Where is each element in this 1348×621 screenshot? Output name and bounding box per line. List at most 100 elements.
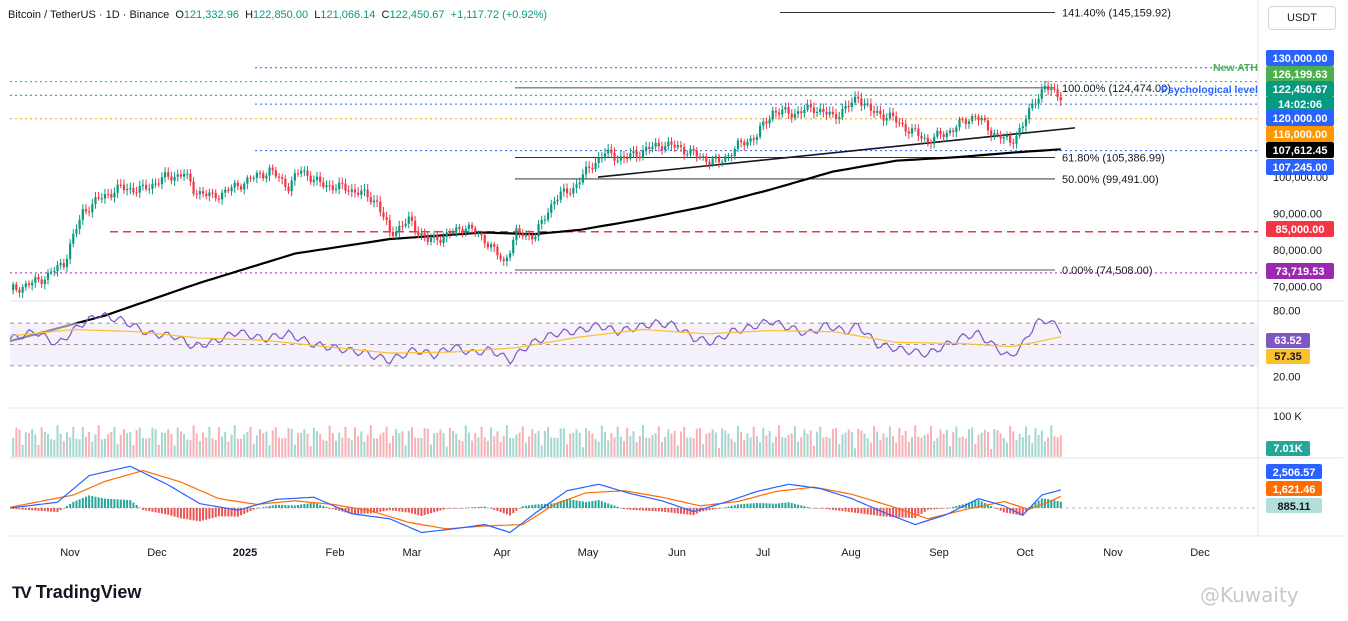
- tradingview-brand[interactable]: TV TradingView: [12, 582, 141, 603]
- candle-body: [689, 148, 692, 155]
- candle-body: [660, 146, 664, 151]
- volume-bar: [448, 427, 451, 457]
- candle-body: [236, 182, 239, 187]
- candle-body: [955, 127, 958, 132]
- candle-body: [154, 183, 157, 185]
- volume-bar: [37, 444, 40, 457]
- volume-bar: [505, 425, 508, 457]
- macd-histogram-bar: [176, 508, 179, 518]
- macd-histogram-bar: [822, 508, 825, 509]
- macd-histogram-bar: [759, 503, 762, 508]
- volume-bar: [398, 433, 401, 457]
- candle-body: [727, 155, 730, 157]
- volume-bar: [657, 426, 660, 457]
- macd-histogram-bar: [933, 508, 936, 510]
- candle-body: [148, 188, 151, 190]
- macd-histogram-bar: [604, 502, 607, 508]
- macd-histogram-bar: [936, 508, 939, 510]
- macd-histogram-bar: [645, 508, 648, 511]
- candle-body: [619, 156, 622, 161]
- candle-body: [455, 227, 458, 233]
- macd-histogram-bar: [505, 508, 508, 515]
- volume-bar: [278, 437, 281, 457]
- volume-bar: [660, 442, 663, 457]
- macd-histogram-bar: [357, 508, 360, 514]
- candle-body: [759, 125, 762, 137]
- candle-body: [613, 152, 616, 161]
- volume-bar: [797, 441, 800, 457]
- candle-body: [591, 167, 594, 170]
- currency-button[interactable]: USDT: [1268, 6, 1336, 30]
- macd-histogram-bar: [679, 508, 682, 514]
- volume-bar: [977, 434, 980, 457]
- volume-bar: [717, 447, 720, 457]
- candle-body: [527, 233, 531, 235]
- volume-bar: [958, 437, 961, 457]
- volume-bar: [249, 426, 252, 457]
- candle-body: [765, 121, 768, 124]
- volume-bar: [967, 429, 970, 457]
- volume-bar: [955, 426, 958, 457]
- candle-body: [888, 112, 891, 119]
- macd-histogram-bar: [967, 502, 970, 508]
- candle-body: [869, 103, 872, 111]
- macd-histogram-bar: [774, 503, 777, 508]
- candle-body: [831, 111, 834, 115]
- volume-bar: [531, 429, 534, 457]
- volume-bar: [708, 432, 711, 457]
- macd-value-tag: [1266, 464, 1322, 479]
- volume-bar: [537, 430, 540, 457]
- candle-body: [879, 110, 882, 115]
- macd-histogram-bar: [999, 508, 1002, 511]
- volume-bar: [100, 439, 103, 457]
- volume-bar: [328, 425, 331, 457]
- volume-bar: [936, 437, 939, 457]
- candle-body: [600, 157, 603, 159]
- macd-histogram-bar: [186, 508, 189, 520]
- volume-bar: [667, 429, 670, 457]
- volume-bar: [18, 429, 21, 457]
- volume-bar: [366, 435, 369, 457]
- candle-body: [27, 283, 31, 286]
- volume-bar: [743, 440, 746, 457]
- volume-bar: [243, 434, 246, 457]
- candle-body: [410, 216, 414, 221]
- volume-bar: [198, 441, 201, 457]
- price-level-tag-text: 85,000.00: [1276, 224, 1325, 236]
- volume-bar: [433, 433, 436, 457]
- volume-bar: [303, 429, 306, 457]
- macd-histogram-bar: [806, 506, 809, 508]
- macd-histogram-bar: [797, 504, 800, 508]
- candle-body: [1009, 135, 1012, 143]
- candle-body: [686, 154, 689, 156]
- volume-bar: [341, 437, 344, 457]
- volume-bar: [623, 441, 626, 457]
- volume-bar: [110, 431, 113, 457]
- volume-bar: [426, 428, 429, 457]
- candle-body: [534, 236, 537, 240]
- macd-histogram-bar: [686, 508, 689, 515]
- candle-body: [702, 156, 705, 158]
- volume-bar: [309, 446, 312, 457]
- volume-bar: [1002, 437, 1005, 457]
- volume-bar: [752, 426, 755, 457]
- candle-body: [372, 200, 376, 203]
- volume-bar: [192, 425, 195, 457]
- volume-bar: [410, 427, 413, 457]
- volume-bar: [1021, 437, 1024, 457]
- macd-histogram-bar: [439, 508, 442, 511]
- macd-histogram-bar: [353, 508, 356, 514]
- macd-histogram-bar: [1002, 508, 1005, 513]
- candle-body: [1056, 89, 1059, 98]
- candle-body: [793, 113, 797, 118]
- volume-bar: [388, 443, 391, 457]
- volume-bar: [452, 430, 455, 457]
- volume-bar: [939, 429, 942, 457]
- candle-body: [258, 172, 262, 174]
- candle-body: [81, 209, 84, 220]
- volume-bar: [395, 429, 398, 457]
- macd-histogram-bar: [129, 500, 132, 508]
- volume-bar: [645, 437, 648, 457]
- macd-histogram-bar: [401, 508, 404, 512]
